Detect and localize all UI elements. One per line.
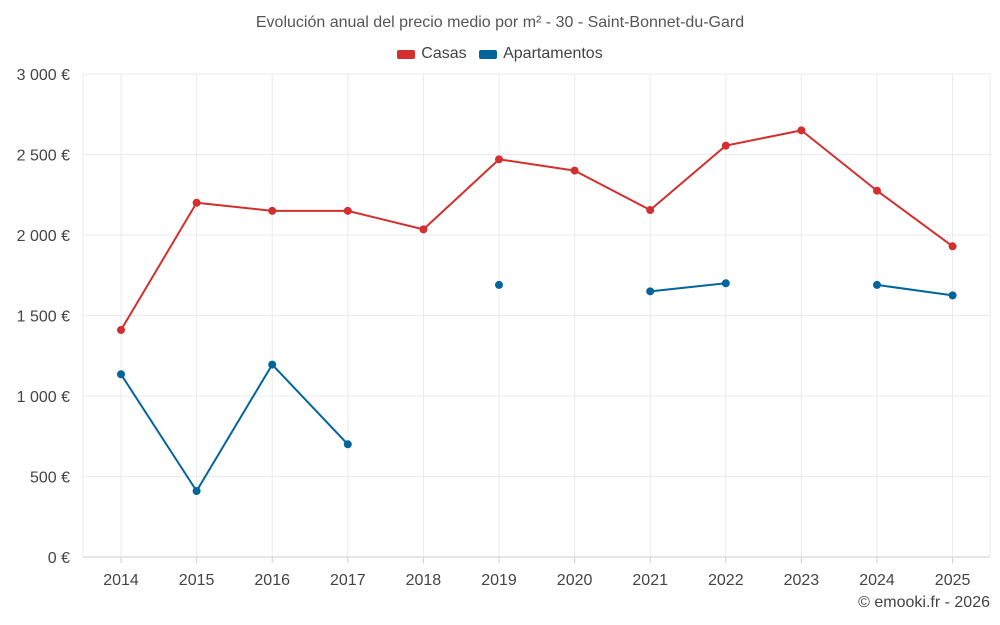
legend-item-casas[interactable]: Casas <box>397 45 467 63</box>
legend-swatch-casas <box>397 49 416 59</box>
x-tick-label: 2021 <box>632 572 668 589</box>
series-line-apartamentos <box>650 282 726 293</box>
series-line-apartamentos <box>876 283 953 297</box>
data-point-apartamentos[interactable] <box>343 440 352 449</box>
series-line-apartamentos <box>120 363 349 492</box>
y-tick-label: 0 € <box>48 550 70 567</box>
data-point-apartamentos[interactable] <box>268 360 277 369</box>
legend-item-apartamentos[interactable]: Apartamentos <box>479 45 603 63</box>
legend-label-casas: Casas <box>421 45 467 62</box>
data-point-casas[interactable] <box>419 225 428 234</box>
x-tick-label: 2024 <box>859 572 895 589</box>
data-point-casas[interactable] <box>495 155 503 164</box>
x-tick-label: 2020 <box>557 572 593 589</box>
x-tick-label: 2015 <box>179 572 215 589</box>
x-tick-label: 2014 <box>103 572 139 589</box>
data-point-apartamentos[interactable] <box>873 280 881 289</box>
data-point-apartamentos[interactable] <box>192 486 201 495</box>
series-layer <box>117 126 957 495</box>
chart-title: Evolución anual del precio medio por m² … <box>255 14 745 31</box>
data-point-apartamentos[interactable] <box>495 280 503 289</box>
data-point-apartamentos[interactable] <box>948 291 957 300</box>
legend: Casas Apartamentos <box>0 45 1000 64</box>
data-point-casas[interactable] <box>192 198 201 207</box>
data-point-casas[interactable] <box>343 206 352 215</box>
data-point-casas[interactable] <box>873 186 881 195</box>
data-point-casas[interactable] <box>117 325 125 334</box>
series-casas <box>117 126 957 334</box>
x-tick-label: 2017 <box>330 572 366 589</box>
y-tick-label: 3 000 € <box>17 67 70 84</box>
grid <box>82 73 991 558</box>
series-apartamentos <box>117 279 957 495</box>
y-tick-label: 1 500 € <box>17 309 70 326</box>
axes: 0 € 500 € 1 000 € 1 500 € 2 000 € 2 500 € 3 00… <box>17 67 971 589</box>
y-tick-label: 500 € <box>30 470 70 487</box>
y-tick-label: 2 500 € <box>17 148 70 165</box>
x-tick-label: 2019 <box>481 572 517 589</box>
data-point-casas[interactable] <box>797 126 806 135</box>
data-point-casas[interactable] <box>268 206 277 215</box>
y-tick-label: 2 000 € <box>17 228 70 245</box>
data-point-casas[interactable] <box>570 166 579 175</box>
data-point-casas[interactable] <box>721 141 730 150</box>
data-point-apartamentos[interactable] <box>646 287 655 296</box>
x-tick-label: 2016 <box>254 572 290 589</box>
data-point-casas[interactable] <box>646 206 655 215</box>
x-tick-label: 2018 <box>406 572 442 589</box>
credit-text: © emooki.fr - 2026 <box>858 594 990 611</box>
series-line-casas <box>120 129 954 331</box>
data-point-casas[interactable] <box>948 242 957 251</box>
legend-label-apartamentos: Apartamentos <box>503 45 603 62</box>
x-tick-label: 2023 <box>784 572 820 589</box>
y-tick-label: 1 000 € <box>17 389 70 406</box>
x-tick-label: 2025 <box>935 572 971 589</box>
x-tick-label: 2022 <box>708 572 744 589</box>
data-point-apartamentos[interactable] <box>117 370 125 379</box>
data-point-apartamentos[interactable] <box>721 279 730 288</box>
legend-swatch-apartamentos <box>479 49 498 59</box>
